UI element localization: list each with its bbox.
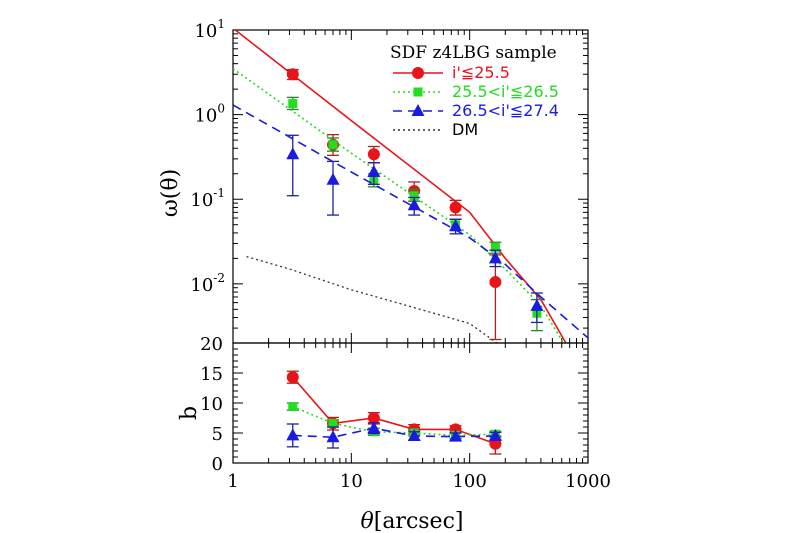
y-tick-label-exponent: -1	[213, 186, 225, 200]
y-tick-label: 100	[194, 102, 225, 127]
series-line-mid	[233, 67, 565, 343]
y-tick-label: 10-1	[190, 186, 225, 211]
x-axis-title-symbol: θ	[360, 509, 373, 533]
data-point-faint	[488, 429, 502, 441]
y-tick-label-base: 10	[190, 275, 213, 296]
x-tick-label: 1	[227, 471, 238, 492]
series-line-mid	[292, 405, 496, 437]
y-axis-title-top: ω(θ)	[158, 169, 183, 217]
data-point-mid	[288, 402, 298, 412]
y-tick-label: 10-2	[190, 271, 225, 296]
data-point-mid	[490, 242, 500, 252]
legend: SDF z4LBG samplei'≦25.525.5<i'≦26.526.5<…	[390, 43, 559, 139]
x-tick-label: 1000	[565, 471, 611, 492]
data-point-bright	[367, 412, 380, 424]
x-axis-title: θ[arcsec]	[360, 509, 463, 533]
data-point-bright	[449, 201, 462, 214]
top-plot-area	[233, 30, 588, 343]
data-point-faint	[488, 251, 502, 264]
y-tick-label-exponent: -2	[213, 271, 225, 285]
y-tick-label-base: 10	[194, 21, 217, 42]
y-tick-label-exponent: 0	[217, 102, 225, 116]
data-point-faint	[286, 147, 300, 160]
series-bright	[286, 370, 502, 455]
y-tick-label: 101	[194, 17, 225, 42]
series-line-faint	[292, 427, 496, 439]
bottom-plot-area	[286, 370, 502, 455]
y-tick-label: 15	[200, 364, 223, 385]
series-line-bright	[234, 30, 567, 343]
bottom-frame	[232, 342, 589, 464]
data-point-bright	[286, 371, 299, 384]
data-point-faint	[326, 430, 340, 443]
y-tick-label-exponent: 1	[217, 17, 225, 31]
x-axis-title-unit: [arcsec]	[374, 509, 464, 533]
x-axis: 1 10 100 1000	[227, 471, 611, 492]
data-point-faint	[449, 219, 463, 232]
data-point-faint	[530, 298, 544, 311]
y-tick-label: 20	[200, 334, 223, 355]
series-line-bright	[292, 376, 496, 445]
series-dm	[246, 255, 498, 343]
x-tick-label: 100	[452, 471, 486, 492]
series-faint	[233, 104, 588, 339]
x-tick-label: 10	[340, 471, 363, 492]
legend-label-dm: DM	[452, 120, 478, 139]
data-point-faint	[326, 172, 340, 185]
data-point-bright	[367, 148, 380, 161]
legend-marker-mid	[413, 87, 423, 97]
series-faint	[286, 421, 502, 449]
legend-title: SDF z4LBG sample	[390, 43, 557, 63]
data-point-mid	[328, 418, 338, 428]
legend-label-mid: 25.5<i'≦26.5	[452, 82, 559, 101]
data-point-bright	[489, 276, 502, 289]
data-point-mid	[409, 191, 419, 201]
y-tick-label: 10	[200, 394, 223, 415]
data-point-mid	[328, 140, 338, 150]
data-point-faint	[286, 428, 300, 441]
data-point-mid	[288, 99, 298, 109]
series-bright	[234, 30, 567, 343]
legend-label-faint: 26.5<i'≦27.4	[452, 101, 559, 120]
data-point-faint	[407, 198, 421, 211]
y-tick-label: 0	[212, 454, 223, 475]
y-axis-title-bottom: b	[177, 406, 202, 420]
data-point-bright	[286, 68, 299, 81]
y-tick-label-base: 10	[190, 190, 213, 211]
data-point-faint	[367, 164, 381, 177]
data-point-faint	[407, 429, 421, 441]
y-tick-label-base: 10	[194, 106, 217, 127]
legend-label-bright: i'≦25.5	[452, 63, 510, 82]
data-point-faint	[367, 421, 381, 434]
y-tick-label: 5	[212, 424, 223, 445]
legend-marker-faint	[411, 104, 425, 116]
series-line-dm	[246, 255, 498, 343]
data-point-faint	[449, 429, 463, 442]
bottom-panel: 0 5 10 15 20	[200, 334, 589, 475]
legend-marker-bright	[412, 67, 424, 79]
